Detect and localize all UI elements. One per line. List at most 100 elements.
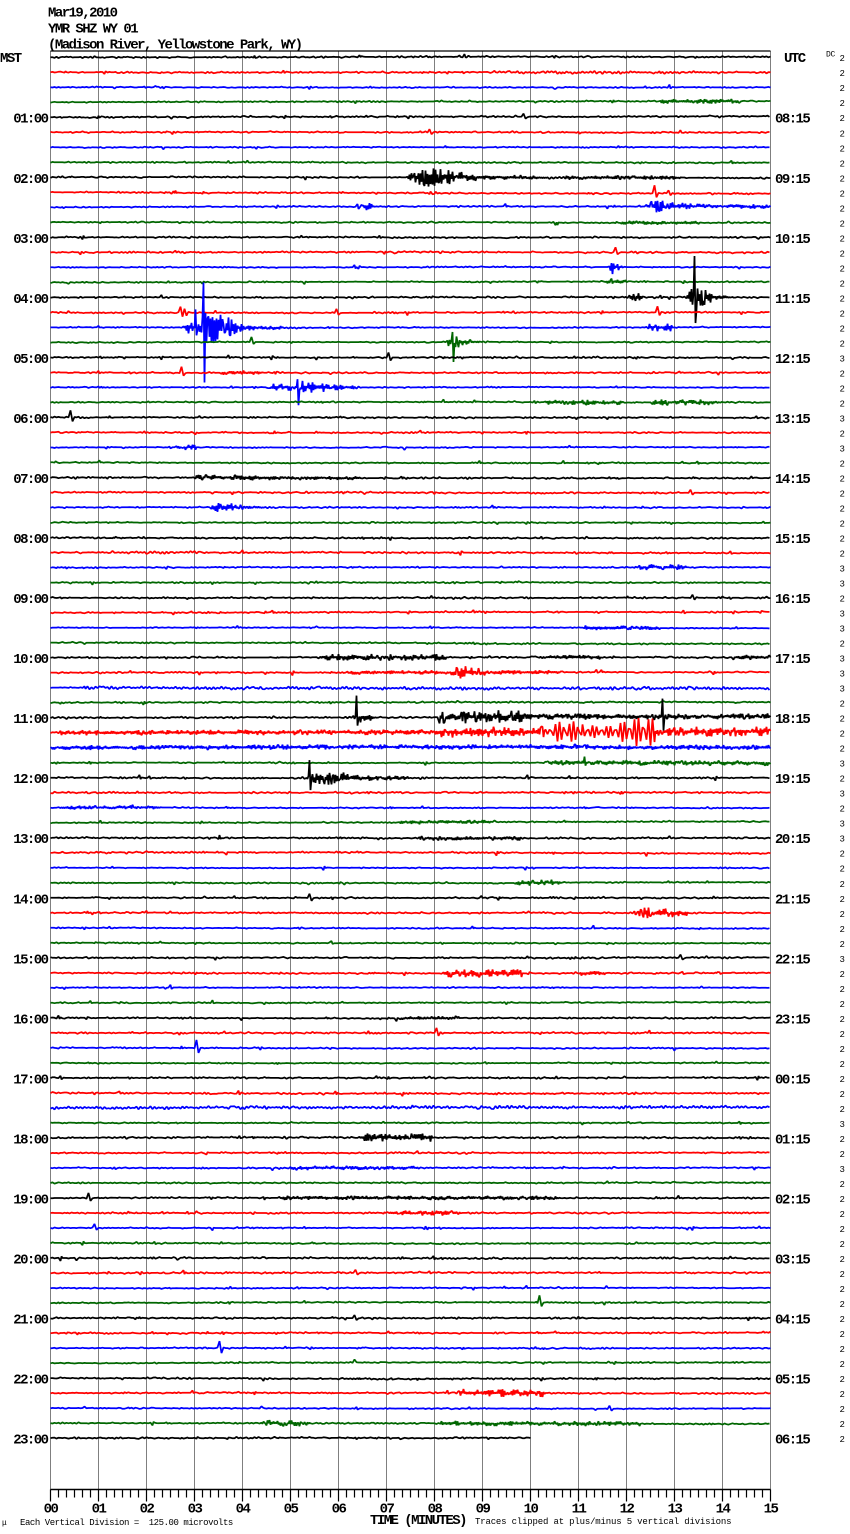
svg-text:Mar19,2010: Mar19,2010: [48, 6, 118, 22]
svg-text:2: 2: [840, 129, 845, 139]
svg-text:21:00: 21:00: [13, 1313, 48, 1329]
svg-text:3: 3: [840, 354, 845, 364]
svg-text:03: 03: [188, 1502, 203, 1518]
svg-text:2: 2: [840, 1075, 845, 1085]
svg-text:19:15: 19:15: [775, 772, 810, 788]
svg-text:23:00: 23:00: [13, 1433, 48, 1449]
svg-text:2: 2: [840, 309, 845, 319]
svg-text:2: 2: [840, 1150, 845, 1160]
svg-text:3: 3: [840, 685, 845, 695]
svg-text:11: 11: [572, 1502, 587, 1518]
svg-text:Each Vertical Division = 125.: Each Vertical Division = 125.00 microvol…: [20, 1518, 233, 1528]
svg-text:06:15: 06:15: [775, 1433, 810, 1449]
svg-text:11:00: 11:00: [13, 712, 48, 728]
svg-text:2: 2: [840, 1300, 845, 1310]
svg-text:14:15: 14:15: [775, 472, 810, 488]
svg-text:03:15: 03:15: [775, 1253, 810, 1269]
svg-text:2: 2: [840, 459, 845, 469]
svg-text:2: 2: [840, 985, 845, 995]
svg-text:2: 2: [840, 99, 845, 109]
svg-text:15: 15: [764, 1502, 779, 1518]
svg-text:2: 2: [840, 1045, 845, 1055]
svg-text:2: 2: [840, 1270, 845, 1280]
svg-text:2: 2: [840, 640, 845, 650]
svg-text:16:15: 16:15: [775, 592, 810, 608]
svg-text:04: 04: [236, 1502, 251, 1518]
svg-text:2: 2: [840, 1090, 845, 1100]
svg-text:μ: μ: [2, 1519, 7, 1528]
svg-text:02:00: 02:00: [13, 172, 48, 188]
svg-text:UTC: UTC: [784, 51, 807, 67]
svg-text:13: 13: [668, 1502, 683, 1518]
svg-text:02:15: 02:15: [775, 1192, 810, 1208]
svg-text:2: 2: [840, 339, 845, 349]
svg-text:05:15: 05:15: [775, 1373, 810, 1389]
svg-text:2: 2: [840, 520, 845, 530]
svg-text:2: 2: [840, 730, 845, 740]
svg-text:10:15: 10:15: [775, 232, 810, 248]
svg-text:2: 2: [840, 1390, 845, 1400]
svg-text:13:00: 13:00: [13, 832, 48, 848]
svg-text:07:00: 07:00: [13, 472, 48, 488]
svg-text:15:15: 15:15: [775, 532, 810, 548]
svg-text:07: 07: [380, 1502, 395, 1518]
svg-text:2: 2: [840, 69, 845, 79]
svg-text:05: 05: [284, 1502, 299, 1518]
svg-text:3: 3: [840, 580, 845, 590]
svg-text:2: 2: [840, 1000, 845, 1010]
svg-text:2: 2: [840, 925, 845, 935]
svg-text:YMR SHZ WY 01: YMR SHZ WY 01: [48, 22, 138, 38]
svg-text:2: 2: [840, 1285, 845, 1295]
svg-text:20:00: 20:00: [13, 1253, 48, 1269]
svg-text:14:00: 14:00: [13, 892, 48, 908]
svg-text:01: 01: [92, 1502, 107, 1518]
svg-text:3: 3: [840, 610, 845, 620]
svg-text:09: 09: [476, 1502, 491, 1518]
svg-text:04:15: 04:15: [775, 1313, 810, 1329]
svg-text:2: 2: [840, 940, 845, 950]
svg-text:12:15: 12:15: [775, 352, 810, 368]
svg-text:10:00: 10:00: [13, 652, 48, 668]
svg-text:2: 2: [840, 1420, 845, 1430]
svg-text:12:00: 12:00: [13, 772, 48, 788]
svg-text:06:00: 06:00: [13, 412, 48, 428]
svg-text:3: 3: [840, 760, 845, 770]
svg-text:2: 2: [840, 1375, 845, 1385]
svg-text:2: 2: [840, 1345, 845, 1355]
svg-text:16:00: 16:00: [13, 1012, 48, 1028]
svg-text:2: 2: [840, 970, 845, 980]
svg-text:2: 2: [840, 715, 845, 725]
svg-text:3: 3: [840, 955, 845, 965]
svg-text:03:00: 03:00: [13, 232, 48, 248]
svg-text:2: 2: [840, 429, 845, 439]
svg-text:3: 3: [840, 414, 845, 424]
svg-text:2: 2: [840, 775, 845, 785]
svg-text:14: 14: [716, 1502, 731, 1518]
svg-text:2: 2: [840, 895, 845, 905]
svg-text:17:00: 17:00: [13, 1072, 48, 1088]
svg-text:2: 2: [840, 550, 845, 560]
svg-text:04:00: 04:00: [13, 292, 48, 308]
svg-text:2: 2: [840, 910, 845, 920]
svg-text:2: 2: [840, 595, 845, 605]
svg-text:2: 2: [840, 1225, 845, 1235]
svg-text:01:15: 01:15: [775, 1132, 810, 1148]
svg-text:2: 2: [840, 369, 845, 379]
svg-text:2: 2: [840, 489, 845, 499]
svg-text:2: 2: [840, 114, 845, 124]
svg-text:2: 2: [840, 1405, 845, 1415]
svg-text:2: 2: [840, 54, 845, 64]
svg-text:2: 2: [840, 700, 845, 710]
svg-text:13:15: 13:15: [775, 412, 810, 428]
svg-text:2: 2: [840, 880, 845, 890]
svg-text:10: 10: [524, 1502, 539, 1518]
svg-text:2: 2: [840, 1060, 845, 1070]
svg-text:2: 2: [840, 219, 845, 229]
svg-text:2: 2: [840, 1105, 845, 1115]
svg-text:11:15: 11:15: [775, 292, 810, 308]
svg-text:2: 2: [840, 505, 845, 515]
svg-text:2: 2: [840, 324, 845, 334]
svg-text:18:00: 18:00: [13, 1132, 48, 1148]
svg-text:MST: MST: [0, 51, 22, 67]
svg-text:3: 3: [840, 670, 845, 680]
